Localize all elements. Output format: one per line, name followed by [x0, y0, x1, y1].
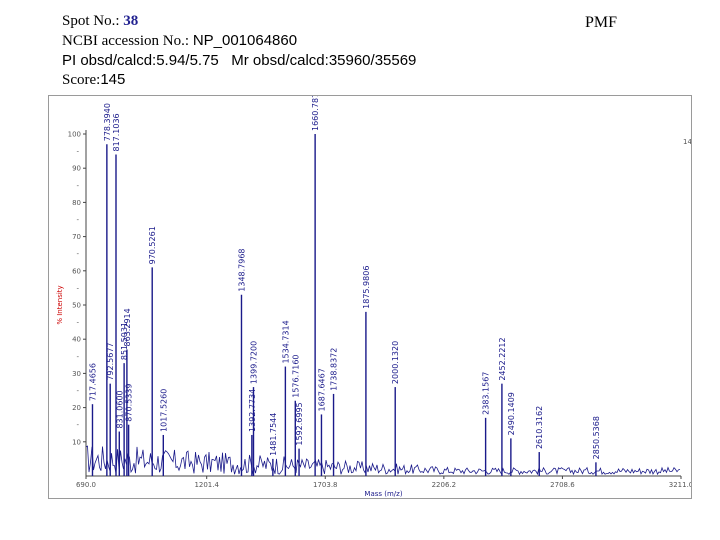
y-tick-label: 100 [68, 131, 81, 139]
spectrum-svg: 10 - 20 - 30 - 40 - 50 - 60 - 70 - 80 - 90 - 100 690.0 1201.… [56, 96, 691, 498]
x-tick-label: 1703.8 [313, 481, 338, 489]
x-axis-label: Mass (m/z) [364, 490, 402, 498]
peak-label: 1875.9806 [362, 266, 371, 309]
peak-label: 1017.5260 [159, 389, 168, 432]
peak-label: 1660.7870 [311, 96, 320, 131]
peak-label: 2000.1320 [391, 341, 400, 384]
peak-label: 1399.7200 [250, 341, 259, 384]
peak-label: 717.4656 [88, 363, 97, 401]
peak-label: 1481.7544 [269, 413, 278, 456]
spot-line: Spot No.: 38 [62, 12, 416, 31]
x-tick-label: 2708.6 [550, 481, 575, 489]
peak-label: 851.5031 [120, 322, 129, 360]
score-line: Score:145 [62, 70, 416, 90]
score-value: 145 [100, 71, 126, 88]
x-tick-label: 690.0 [76, 481, 96, 489]
peak-label: 2452.2212 [498, 337, 507, 380]
y-axis-label: % Intensity [56, 285, 64, 324]
peak-label: 870.5339 [125, 384, 134, 422]
method-label: PMF [585, 14, 618, 31]
peak-label: 1576.7160 [291, 354, 300, 397]
accession-line: NCBI accession No.: NP_001064860 [62, 31, 416, 51]
peak-label: 1687.6467 [317, 368, 326, 411]
spectrum-header: Spot No.: 38 NCBI accession No.: NP_0010… [62, 12, 416, 90]
peak-label: 1738.8372 [330, 348, 339, 391]
y-minor-tick-label: - [76, 387, 79, 395]
peak-label: 1348.7968 [237, 248, 246, 291]
spot-label: Spot No.: [62, 13, 120, 29]
max-intensity-label: 1414. [683, 138, 691, 146]
peak-label: 778.3940 [103, 103, 112, 141]
y-tick-label: 30 [72, 370, 81, 378]
y-minor-tick-label: - [76, 250, 79, 258]
peak-label: 2610.3162 [535, 406, 544, 449]
peak-label: 1534.7314 [281, 320, 290, 363]
peak-label: 2850.5368 [592, 416, 601, 459]
x-tick-label: 3211.0 [669, 481, 691, 489]
accession-label: NCBI accession No.: [62, 33, 190, 49]
y-tick-label: 60 [72, 267, 81, 275]
accession-value: NP_001064860 [192, 32, 298, 49]
spot-number: 38 [123, 13, 139, 29]
y-minor-tick-label: - [76, 148, 79, 156]
mass-spectrum-chart: 10 - 20 - 30 - 40 - 50 - 60 - 70 - 80 - 90 - 100 690.0 1201.… [48, 95, 692, 499]
spectrum-baseline [85, 445, 681, 476]
x-tick-label: 1201.4 [194, 481, 219, 489]
peak-label: 1392.7734 [248, 389, 257, 432]
x-tick-label: 2206.2 [432, 481, 457, 489]
peak-label: 970.5261 [148, 226, 157, 264]
y-tick-label: 80 [72, 199, 81, 207]
peak-label: 2490.1409 [507, 392, 516, 435]
peak-label: 831.0600 [115, 390, 124, 428]
y-tick-label: 40 [72, 336, 81, 344]
y-minor-tick-label: - [76, 353, 79, 361]
peak-label: 792.5677 [106, 342, 115, 380]
y-tick-label: 10 [72, 438, 81, 446]
y-minor-tick-label: - [76, 421, 79, 429]
score-label: Score: [62, 72, 101, 88]
y-tick-label: 20 [72, 404, 81, 412]
pi-mr-line: PI obsd/calcd:5.94/5.75 Mr obsd/calcd:35… [62, 52, 417, 69]
peak-label: 1592.6995 [295, 402, 304, 445]
y-tick-label: 50 [72, 302, 81, 310]
y-tick-label: 90 [72, 165, 81, 173]
y-minor-tick-label: - [76, 319, 79, 327]
y-minor-tick-label: - [76, 182, 79, 190]
peak-label: 863.2914 [123, 308, 132, 346]
peak-label: 817.1036 [112, 113, 121, 151]
peak-label: 2383.1567 [482, 372, 491, 415]
y-tick-label: 70 [72, 233, 81, 241]
y-minor-tick-label: - [76, 284, 79, 292]
y-minor-tick-label: - [76, 216, 79, 224]
